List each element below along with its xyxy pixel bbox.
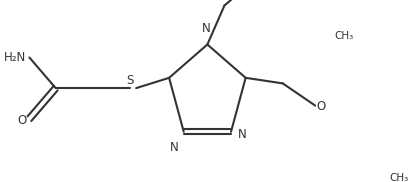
Text: N: N [238,128,247,141]
Text: N: N [170,141,179,154]
Text: N: N [202,22,211,35]
Text: S: S [126,74,134,87]
Text: O: O [317,100,326,113]
Text: O: O [17,114,26,127]
Text: H₂N: H₂N [4,51,26,64]
Text: CH₃: CH₃ [390,173,409,182]
Text: CH₃: CH₃ [335,31,354,41]
